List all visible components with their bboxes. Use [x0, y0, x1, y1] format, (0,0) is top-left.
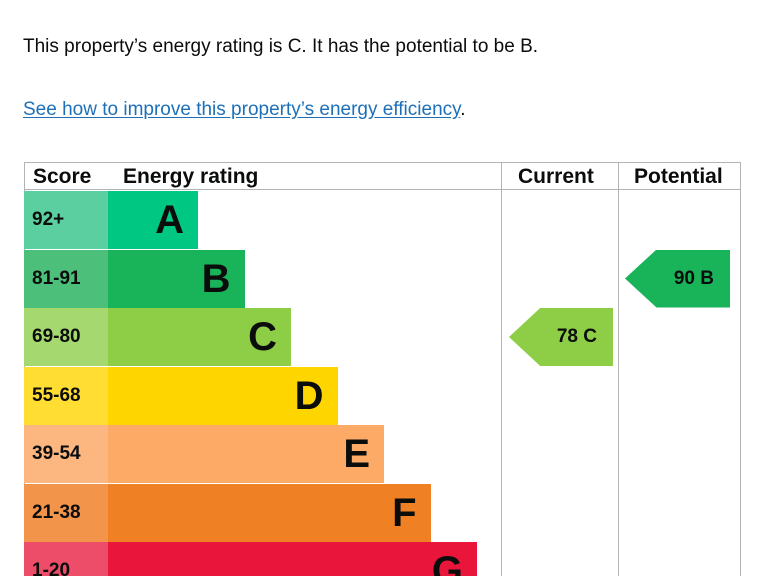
band-score-g: 1-20: [24, 542, 108, 576]
band-f: 21-38 F: [24, 483, 501, 542]
band-score-e: 39-54: [24, 425, 108, 483]
potential-rating-arrow-label: 90 B: [673, 267, 714, 289]
band-bar-d: D: [108, 366, 338, 425]
header-energy-rating: Energy rating: [123, 165, 259, 188]
band-letter-a: A: [155, 198, 184, 242]
potential-rating-arrow: 90 B: [625, 249, 730, 308]
current-rating-arrow-label: 78 C: [556, 326, 597, 347]
header-score: Score: [33, 165, 92, 188]
header-current: Current: [518, 165, 594, 188]
band-c: 69-80 C: [24, 308, 501, 366]
improve-efficiency-link[interactable]: See how to improve this property’s energ…: [23, 99, 461, 120]
band-e: 39-54 E: [24, 425, 501, 483]
band-score-f: 21-38: [24, 483, 108, 542]
band-score-b: 81-91: [24, 249, 108, 308]
current-rating-arrow: 78 C: [509, 308, 613, 366]
band-score-d: 55-68: [24, 366, 108, 425]
band-bar-c: C: [108, 308, 291, 366]
link-suffix: .: [460, 99, 466, 120]
band-bar-e: E: [108, 425, 384, 483]
band-d: 55-68 D: [24, 366, 501, 425]
band-score-a: 92+: [24, 191, 108, 249]
band-bar-f: F: [108, 483, 431, 542]
band-letter-d: D: [294, 373, 324, 418]
band-letter-f: F: [392, 490, 417, 535]
band-g: 1-20 G: [24, 542, 501, 576]
grid-line-current: [501, 162, 502, 576]
band-bar-b: B: [108, 249, 245, 308]
band-letter-b: B: [201, 256, 231, 301]
band-score-c: 69-80: [24, 308, 108, 366]
band-b: 81-91 B: [24, 249, 501, 308]
band-bar-a: A: [108, 191, 198, 249]
grid-line-potential: [618, 162, 619, 576]
band-letter-c: C: [248, 315, 277, 359]
rating-summary: This property’s energy rating is C. It h…: [23, 36, 539, 57]
band-letter-g: G: [431, 549, 463, 576]
band-letter-e: E: [343, 432, 370, 476]
band-bar-g: G: [108, 542, 477, 576]
header-potential: Potential: [634, 165, 723, 188]
band-a: 92+ A: [24, 191, 501, 249]
grid-line-right: [740, 162, 741, 576]
improve-link-line: See how to improve this property’s energ…: [23, 99, 466, 121]
chart-header-row: Score Energy rating Current Potential: [24, 162, 741, 190]
energy-rating-chart: Score Energy rating Current Potential 92…: [24, 162, 741, 576]
